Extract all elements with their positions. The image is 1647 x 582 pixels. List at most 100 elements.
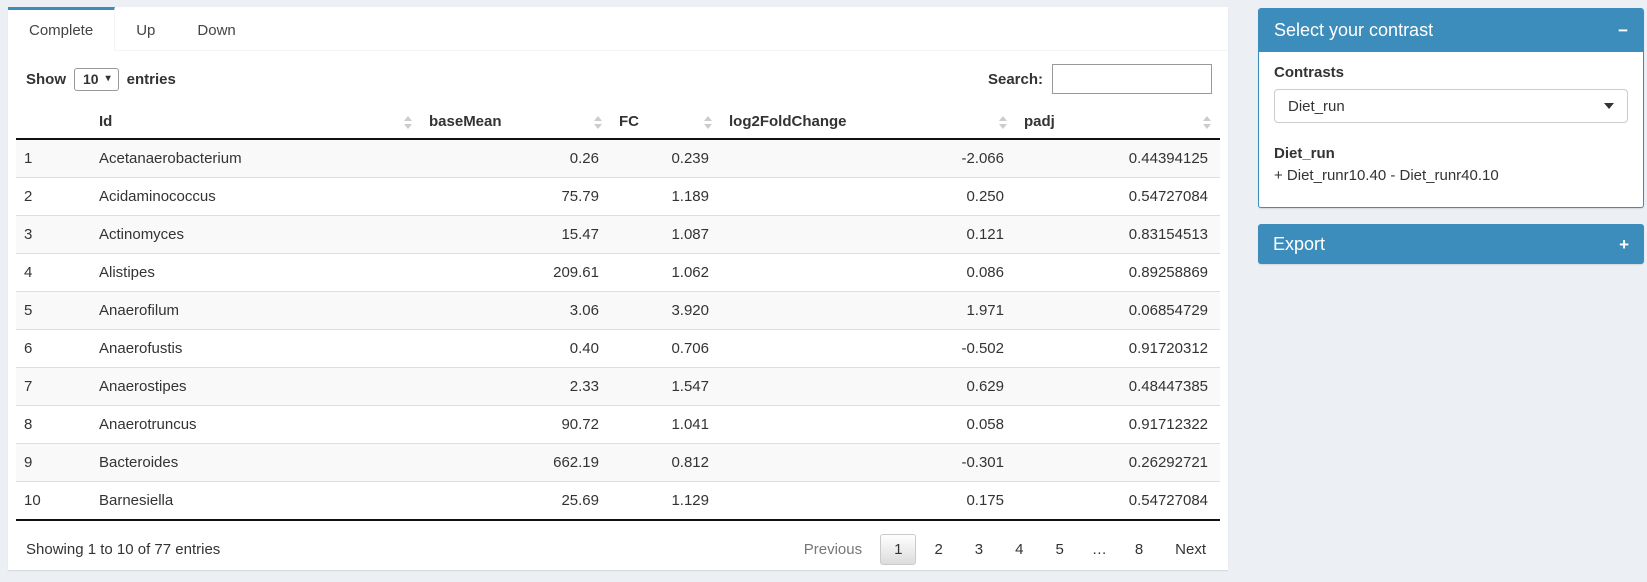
search-control: Search: xyxy=(988,64,1220,94)
table-row[interactable]: 7 Anaerostipes 2.33 1.547 0.629 0.48447385 xyxy=(16,367,1220,406)
log2foldchange-value: -2.066 xyxy=(721,138,1016,178)
select-caret-icon: ▾ xyxy=(105,73,111,84)
table-row[interactable]: 5 Anaerofilum 3.06 3.920 1.971 0.06854729 xyxy=(16,291,1220,330)
column-header-log2foldchange[interactable]: log2FoldChange xyxy=(721,105,1016,140)
table-row[interactable]: 10 Barnesiella 25.69 1.129 0.175 0.54727084 xyxy=(16,481,1220,520)
collapse-minus-icon[interactable]: − xyxy=(1618,21,1628,40)
row-number: 4 xyxy=(16,253,91,292)
padj-value: 0.06854729 xyxy=(1016,291,1220,330)
fc-value: 3.920 xyxy=(611,291,721,330)
page-button-2[interactable]: 2 xyxy=(934,541,943,558)
tab-up[interactable]: Up xyxy=(136,22,156,39)
taxon-id: Barnesiella xyxy=(91,481,421,520)
tab-bar: Complete Up Down xyxy=(8,7,1228,51)
expand-plus-icon[interactable]: + xyxy=(1619,234,1629,254)
taxon-id: Anaerofustis xyxy=(91,329,421,368)
fc-value: 1.087 xyxy=(611,215,721,254)
table-row[interactable]: 8 Anaerotruncus 90.72 1.041 0.058 0.91712322 xyxy=(16,405,1220,444)
sort-icon[interactable] xyxy=(704,115,713,129)
contrast-panel-header[interactable]: Select your contrast − xyxy=(1259,9,1643,52)
log2foldchange-value: 0.175 xyxy=(721,481,1016,520)
export-panel-title: Export xyxy=(1273,233,1326,254)
table-row[interactable]: 3 Actinomyces 15.47 1.087 0.121 0.83154513 xyxy=(16,215,1220,254)
tab-down[interactable]: Down xyxy=(197,22,236,39)
fc-value: 0.706 xyxy=(611,329,721,368)
tab-complete[interactable]: Complete xyxy=(8,7,116,51)
contrast-panel-title: Select your contrast xyxy=(1274,20,1434,40)
padj-value: 0.54727084 xyxy=(1016,177,1220,216)
row-number: 3 xyxy=(16,215,91,254)
taxon-id: Anaerotruncus xyxy=(91,405,421,444)
contrast-panel: Select your contrast − Contrasts Diet_ru… xyxy=(1258,8,1644,208)
page-ellipsis: … xyxy=(1091,541,1107,558)
results-tab-box: Complete Up Down Show 10 ▾ entries Search:… xyxy=(8,7,1228,570)
basemean-value: 3.06 xyxy=(421,291,611,330)
table-row[interactable]: 2 Acidaminococcus 75.79 1.189 0.250 0.5472708… xyxy=(16,177,1220,216)
basemean-value: 25.69 xyxy=(421,481,611,520)
show-label: Show xyxy=(26,70,66,88)
contrast-formula: + Diet_runr10.40 - Diet_runr40.10 xyxy=(1274,166,1499,184)
page-button-1[interactable]: 1 xyxy=(880,534,917,565)
search-input[interactable] xyxy=(1052,64,1212,94)
row-number: 1 xyxy=(16,138,91,178)
column-header-fc[interactable]: FC xyxy=(611,105,721,140)
column-header-padj[interactable]: padj xyxy=(1016,105,1220,140)
datatable-footer: Showing 1 to 10 of 77 entries Previous 1 2… xyxy=(8,521,1228,575)
padj-value: 0.91712322 xyxy=(1016,405,1220,444)
log2foldchange-value: 0.058 xyxy=(721,405,1016,444)
page-length-select[interactable]: 10 ▾ xyxy=(74,67,119,91)
column-header-basemean[interactable]: baseMean xyxy=(421,105,611,140)
table-row[interactable]: 1 Acetanaerobacterium 0.26 0.239 -2.066 0.443… xyxy=(16,138,1220,178)
taxon-id: Acidaminococcus xyxy=(91,177,421,216)
page-button-3[interactable]: 3 xyxy=(974,541,984,558)
table-row[interactable]: 6 Anaerofustis 0.40 0.706 -0.502 0.91720312 xyxy=(16,329,1220,368)
column-header-id[interactable]: Id xyxy=(91,105,421,140)
next-page-button[interactable]: Next xyxy=(1175,541,1206,558)
export-panel-header[interactable]: Export + xyxy=(1258,224,1644,264)
column-label: baseMean xyxy=(429,113,502,130)
contrast-select[interactable]: Diet_run xyxy=(1274,89,1628,123)
basemean-value: 2.33 xyxy=(421,367,611,406)
basemean-value: 209.61 xyxy=(421,253,611,292)
previous-page-button[interactable]: Previous xyxy=(803,541,863,558)
sort-icon[interactable] xyxy=(999,115,1008,129)
padj-value: 0.91720312 xyxy=(1016,329,1220,368)
row-number: 8 xyxy=(16,405,91,444)
log2foldchange-value: 0.086 xyxy=(721,253,1016,292)
row-number: 7 xyxy=(16,367,91,406)
search-label: Search: xyxy=(987,70,1043,88)
padj-value: 0.26292721 xyxy=(1016,443,1220,482)
log2foldchange-value: 0.250 xyxy=(721,177,1016,216)
contrast-select-value: Diet_run xyxy=(1288,97,1345,115)
taxon-id: Actinomyces xyxy=(91,215,421,254)
results-table: Id baseMean FC log2FoldChange padj 1 Acetanae… xyxy=(16,105,1220,521)
table-row[interactable]: 4 Alistipes 209.61 1.062 0.086 0.89258869 xyxy=(16,253,1220,292)
column-label: Id xyxy=(99,113,113,130)
fc-value: 1.062 xyxy=(611,253,721,292)
results-table-head: Id baseMean FC log2FoldChange padj xyxy=(16,105,1220,140)
chevron-down-icon xyxy=(1604,103,1614,109)
log2foldchange-value: -0.502 xyxy=(721,329,1016,368)
page-button-8[interactable]: 8 xyxy=(1134,541,1144,558)
row-number: 2 xyxy=(16,177,91,216)
sort-icon[interactable] xyxy=(1203,115,1212,129)
taxon-id: Anaerofilum xyxy=(91,291,421,330)
fc-value: 1.041 xyxy=(611,405,721,444)
pagination: Previous 1 2 3 4 5 … 8 Next xyxy=(786,534,1220,565)
page-button-5[interactable]: 5 xyxy=(1055,541,1064,558)
column-label: padj xyxy=(1024,113,1055,130)
fc-value: 1.189 xyxy=(611,177,721,216)
basemean-value: 662.19 xyxy=(421,443,611,482)
page-button-4[interactable]: 4 xyxy=(1015,541,1024,558)
sort-icon[interactable] xyxy=(594,115,603,129)
contrasts-label: Contrasts xyxy=(1274,64,1345,81)
taxon-id: Anaerostipes xyxy=(91,367,421,406)
fc-value: 0.239 xyxy=(611,138,721,178)
sort-icon[interactable] xyxy=(404,115,413,129)
entries-label: entries xyxy=(126,70,176,88)
datatable-controls: Show 10 ▾ entries Search: xyxy=(8,51,1228,105)
taxon-id: Bacteroides xyxy=(91,443,421,482)
table-row[interactable]: 9 Bacteroides 662.19 0.812 -0.301 0.26292721 xyxy=(16,443,1220,482)
table-info: Showing 1 to 10 of 77 entries xyxy=(26,541,221,558)
padj-value: 0.44394125 xyxy=(1016,138,1220,178)
